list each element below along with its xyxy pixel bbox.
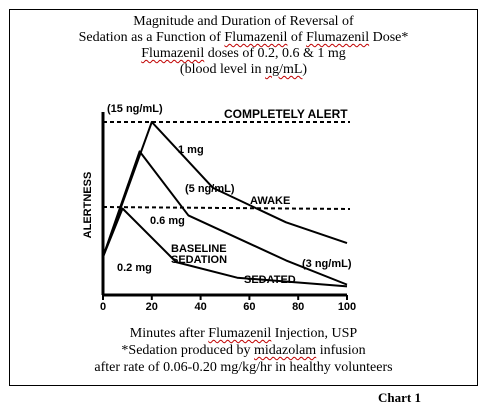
x-tick-label: 60 (243, 301, 255, 313)
y-axis-label: ALERTNESS (82, 172, 94, 239)
title-text-3b: doses of 0.2, 0.6 & 1 mg (204, 46, 346, 61)
series-line-0-2-mg (102, 207, 348, 288)
end-annotation: (3 ng/mL) (302, 258, 352, 270)
chart-frame (9, 9, 478, 386)
x-tick-label: 20 (146, 301, 158, 313)
mid-annotation: (5 ng/mL) (185, 183, 235, 195)
series-label-02mg: 0.2 mg (117, 262, 152, 274)
sedated-label: SEDATED (244, 274, 296, 286)
title-text-2e: Dose* (369, 30, 409, 45)
x-tick-label: 80 (292, 301, 304, 313)
title-text-4c: ) (302, 62, 308, 77)
x-ticks: 0 20 40 60 80 100 (100, 295, 356, 313)
title-text-4a: (blood level in (179, 62, 266, 77)
caption-line-3: after rate of 0.06-0.20 mg/kg/hr in heal… (9, 360, 478, 376)
caption-text-2a: *Sedation produced by (121, 343, 254, 358)
chart-number-label: Chart 1 (378, 390, 421, 405)
awake-label: AWAKE (250, 195, 290, 207)
title-text-2a: Sedation as a Function of (78, 30, 225, 45)
title-text-2d: Flumazenil (306, 30, 370, 45)
caption-text-1c: Injection, USP (271, 326, 358, 341)
baseline-label-2: SEDATION (171, 254, 227, 266)
caption-line-2: *Sedation produced by midazolam infusion (9, 343, 478, 359)
peak-annotation: (15 ng/mL) (107, 103, 163, 115)
series-lines (102, 121, 348, 288)
title-line-1: Magnitude and Duration of Reversal of (9, 14, 478, 30)
title-text-2b: Flumazenil (224, 30, 288, 45)
series-line-0-6-mg (102, 150, 348, 286)
caption-text-2c: infusion (316, 343, 366, 358)
completely-alert-label: COMPLETELY ALERT (224, 107, 348, 121)
x-tick-label: 0 (100, 301, 106, 313)
x-tick-label: 100 (338, 301, 356, 313)
series-label-1mg: 1 mg (178, 144, 204, 156)
title-text-3a: Flumazenil (141, 46, 205, 61)
caption-line-1: Minutes after Flumazenil Injection, USP (9, 326, 478, 342)
title-line-4: (blood level in ng/mL) (9, 62, 478, 78)
caption-text-1b: Flumazenil (208, 326, 272, 341)
caption-text-1a: Minutes after (129, 326, 209, 341)
baseline-label-1: BASELINE (171, 243, 227, 255)
title-text-1: Magnitude and Duration of Reversal of (133, 14, 354, 29)
series-line-1-mg (102, 121, 348, 258)
caption-text-2b: midazolam (254, 343, 317, 358)
title-line-3: Flumazenil doses of 0.2, 0.6 & 1 mg (9, 46, 478, 62)
x-tick-label: 40 (194, 301, 206, 313)
title-text-4b: ng/mL (265, 62, 303, 77)
title-text-2c: of (287, 30, 307, 45)
caption-text-3: after rate of 0.06-0.20 mg/kg/hr in heal… (94, 360, 393, 375)
series-label-06mg: 0.6 mg (150, 215, 185, 227)
awake-line (102, 206, 351, 210)
title-line-2: Sedation as a Function of Flumazenil of … (9, 30, 478, 46)
